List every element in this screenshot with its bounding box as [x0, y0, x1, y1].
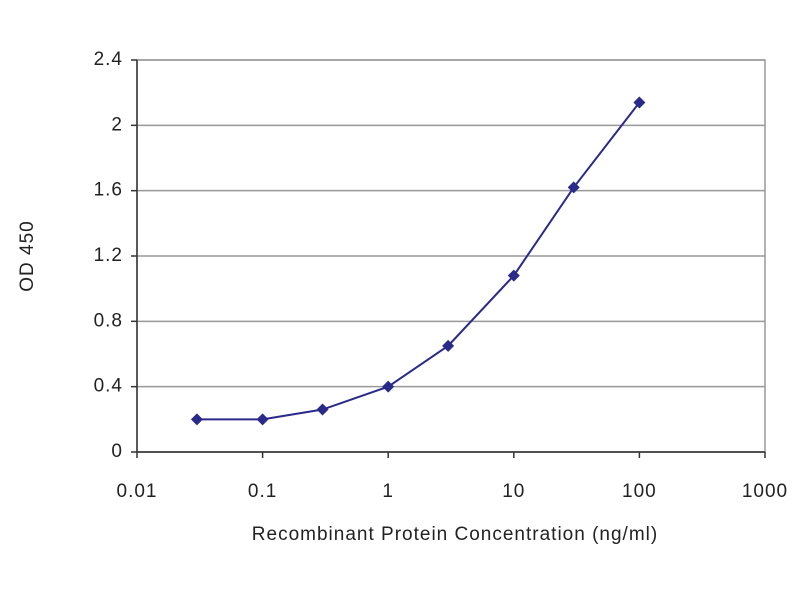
data-point [256, 413, 269, 426]
x-axis-label: Recombinant Protein Concentration (ng/ml… [252, 524, 658, 545]
x-tick-label: 100 [622, 481, 657, 502]
y-tick-label: 2.4 [94, 49, 123, 70]
x-tick-label: 0.01 [117, 481, 158, 502]
y-tick-label: 0.4 [94, 376, 123, 397]
y-tick-label: 2 [111, 114, 123, 135]
y-tick-label: 1.6 [94, 180, 123, 201]
x-tick-label: 1000 [742, 481, 788, 502]
data-point [633, 96, 646, 109]
x-tick-label: 10 [502, 481, 525, 502]
y-tick-label: 0 [111, 441, 123, 462]
data-point [316, 403, 329, 416]
x-tick-label: 0.1 [248, 481, 277, 502]
data-point [507, 269, 520, 282]
data-point [382, 380, 395, 393]
data-point [567, 181, 580, 194]
y-tick-label: 1.2 [94, 245, 123, 266]
data-point [190, 413, 203, 426]
x-tick-label: 1 [382, 481, 394, 502]
data-point [442, 339, 455, 352]
data-line [196, 101, 641, 421]
y-axis-label: OD 450 [17, 220, 38, 291]
y-tick-label: 0.8 [94, 310, 123, 331]
